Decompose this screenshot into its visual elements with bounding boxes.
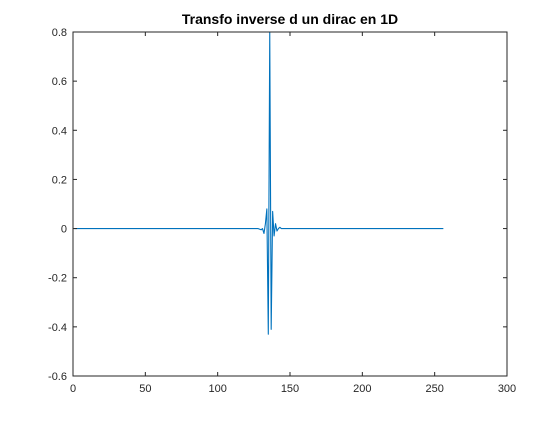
x-tick-label: 100 [208,383,226,395]
x-tick-label: 150 [281,383,299,395]
x-tick-label: 0 [70,383,76,395]
y-tick-label: 0.4 [52,125,67,137]
x-tick-label: 50 [139,383,151,395]
x-tick-label: 300 [498,383,516,395]
y-tick-label: -0.4 [48,322,67,334]
plot-background [73,32,507,376]
x-tick-label: 200 [353,383,371,395]
y-tick-label: 0.8 [52,27,67,39]
series-line [74,31,444,335]
series-layer [74,31,444,335]
y-tick-label: 0.2 [52,174,67,186]
y-tick-label: -0.2 [48,273,67,285]
chart-title: Transfo inverse d un dirac en 1D [182,11,398,27]
y-tick-label: -0.6 [48,371,67,383]
x-axis: 0 50 100 150 200 250 300 [70,32,516,395]
y-tick-label: 0 [61,224,67,236]
y-axis: -0.6 -0.4 -0.2 0 0.2 0.4 0.6 0.8 [48,27,507,383]
y-tick-label: 0.6 [52,76,67,88]
x-tick-label: 250 [425,383,443,395]
